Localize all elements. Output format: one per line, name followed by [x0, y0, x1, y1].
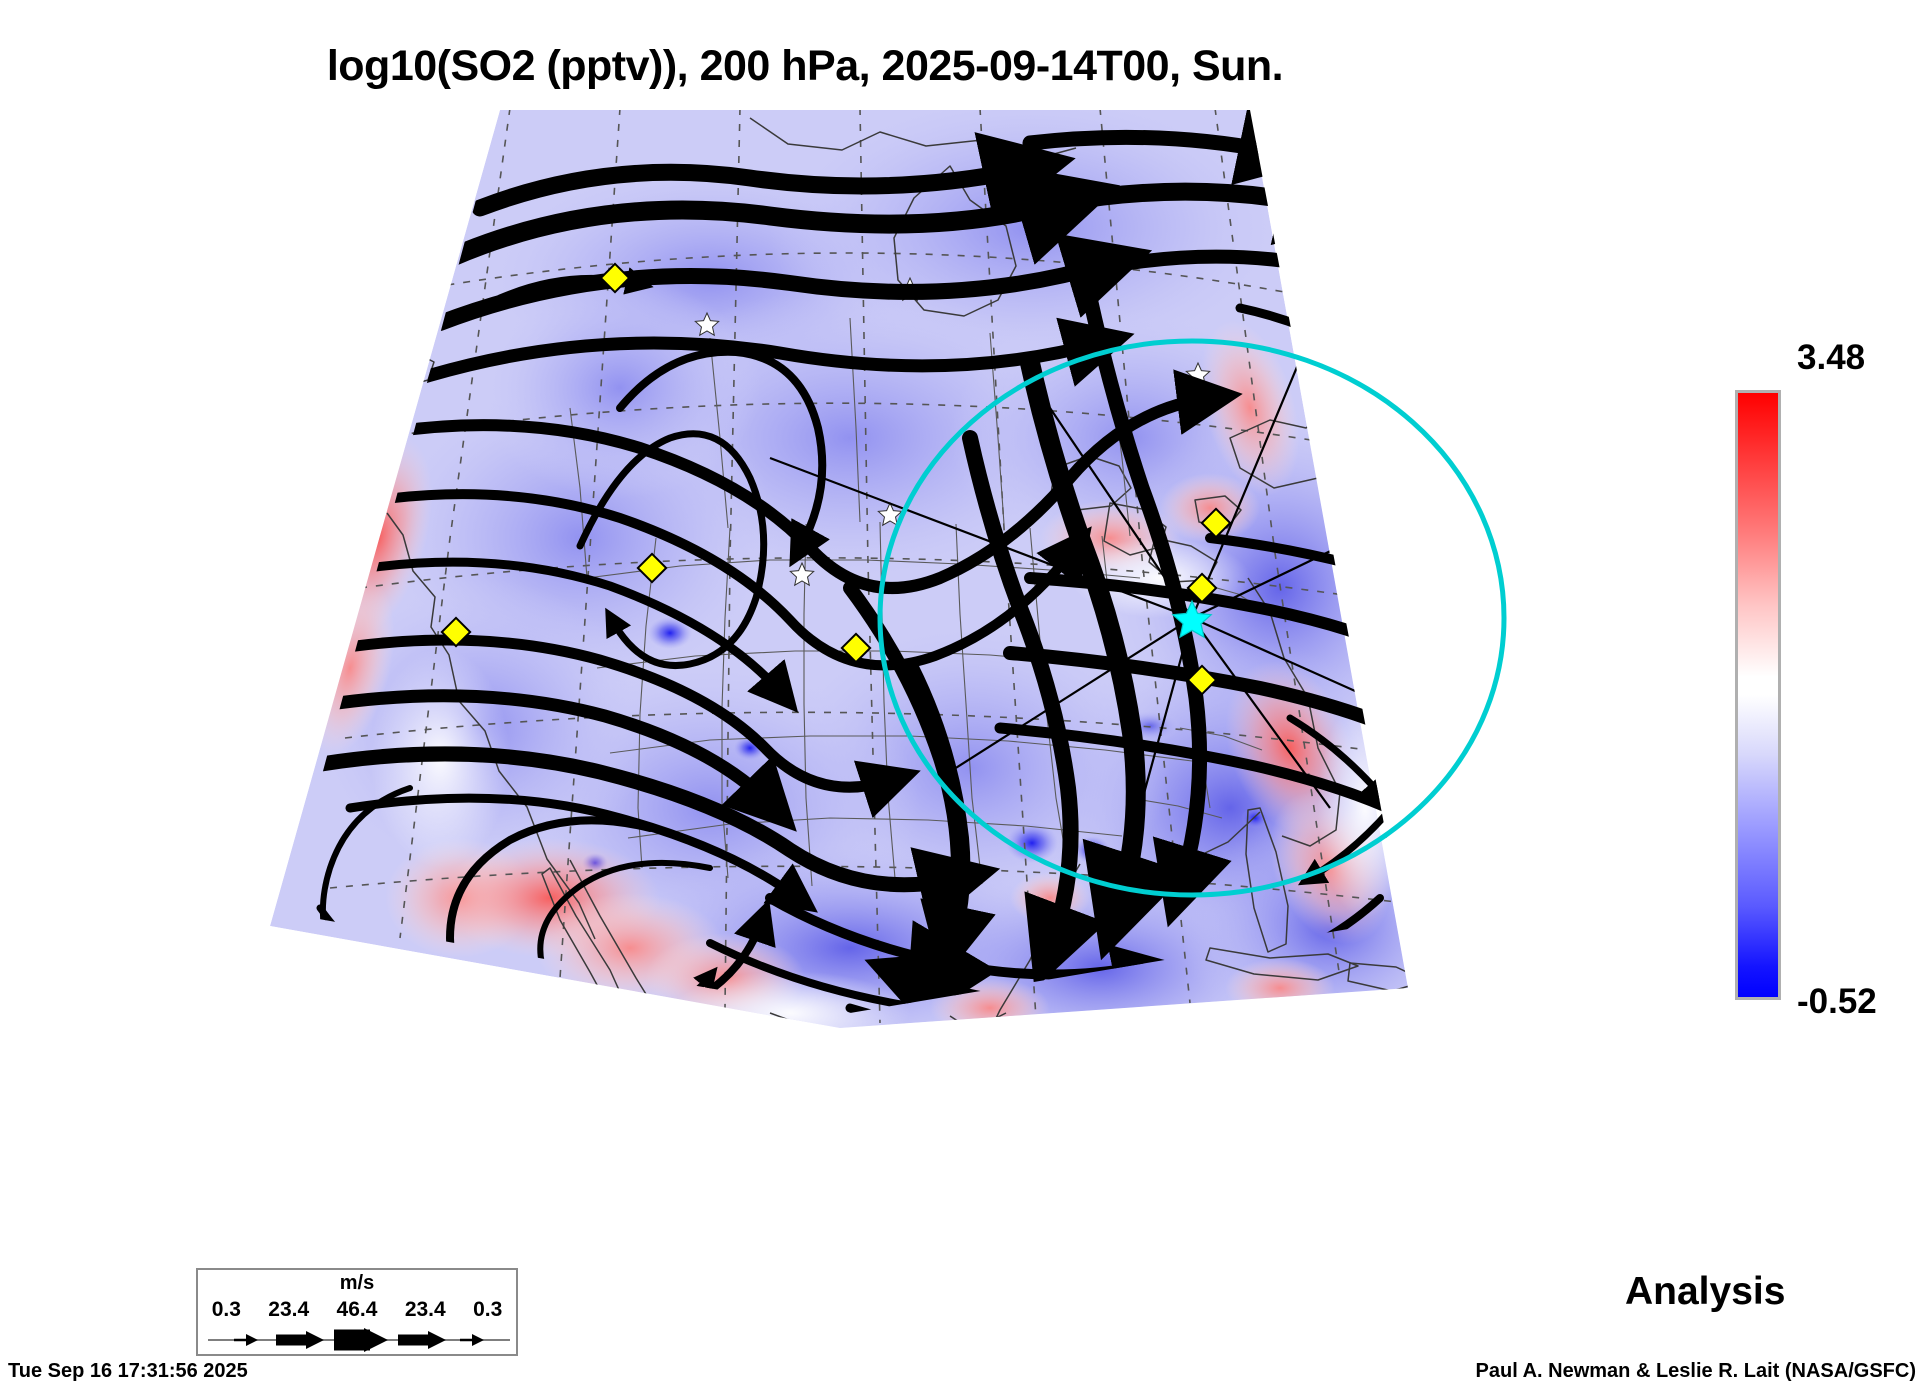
wind-tick-1: 23.4 — [268, 1298, 310, 1321]
wind-legend-arrow-scale — [208, 1328, 510, 1352]
analysis-label: Analysis — [1625, 1270, 1786, 1313]
map-panel — [150, 108, 1570, 1258]
wind-tick-4: 0.3 — [473, 1298, 503, 1321]
attribution: Paul A. Newman & Leslie R. Lait (NASA/GS… — [1475, 1360, 1916, 1382]
colorbar-min-label: -0.52 — [1797, 982, 1877, 1021]
site-star-icon — [1171, 599, 1213, 639]
colorbar: 3.48 -0.52 — [1735, 338, 1925, 1021]
wind-tick-0: 0.3 — [211, 1298, 241, 1321]
generation-timestamp: Tue Sep 16 17:31:56 2025 — [8, 1360, 248, 1382]
so2-field — [270, 110, 1408, 1028]
colorbar-gradient — [1735, 390, 1781, 1000]
wind-speed-legend: m/s 0.3 23.4 46.4 23.4 0.3 — [196, 1268, 518, 1356]
wind-tick-2: 46.4 — [336, 1298, 378, 1321]
wind-tick-3: 23.4 — [404, 1298, 446, 1321]
station-diamonds — [440, 262, 1232, 696]
wind-legend-units: m/s — [339, 1272, 375, 1294]
map-figure — [270, 110, 1507, 1028]
range-ring — [877, 338, 1507, 898]
page-title: log10(SO2 (pptv)), 200 hPa, 2025-09-14T0… — [326, 42, 1284, 90]
colorbar-max-label: 3.48 — [1797, 338, 1866, 377]
wind-legend-ticks: 0.3 23.4 46.4 23.4 0.3 — [198, 1298, 516, 1322]
